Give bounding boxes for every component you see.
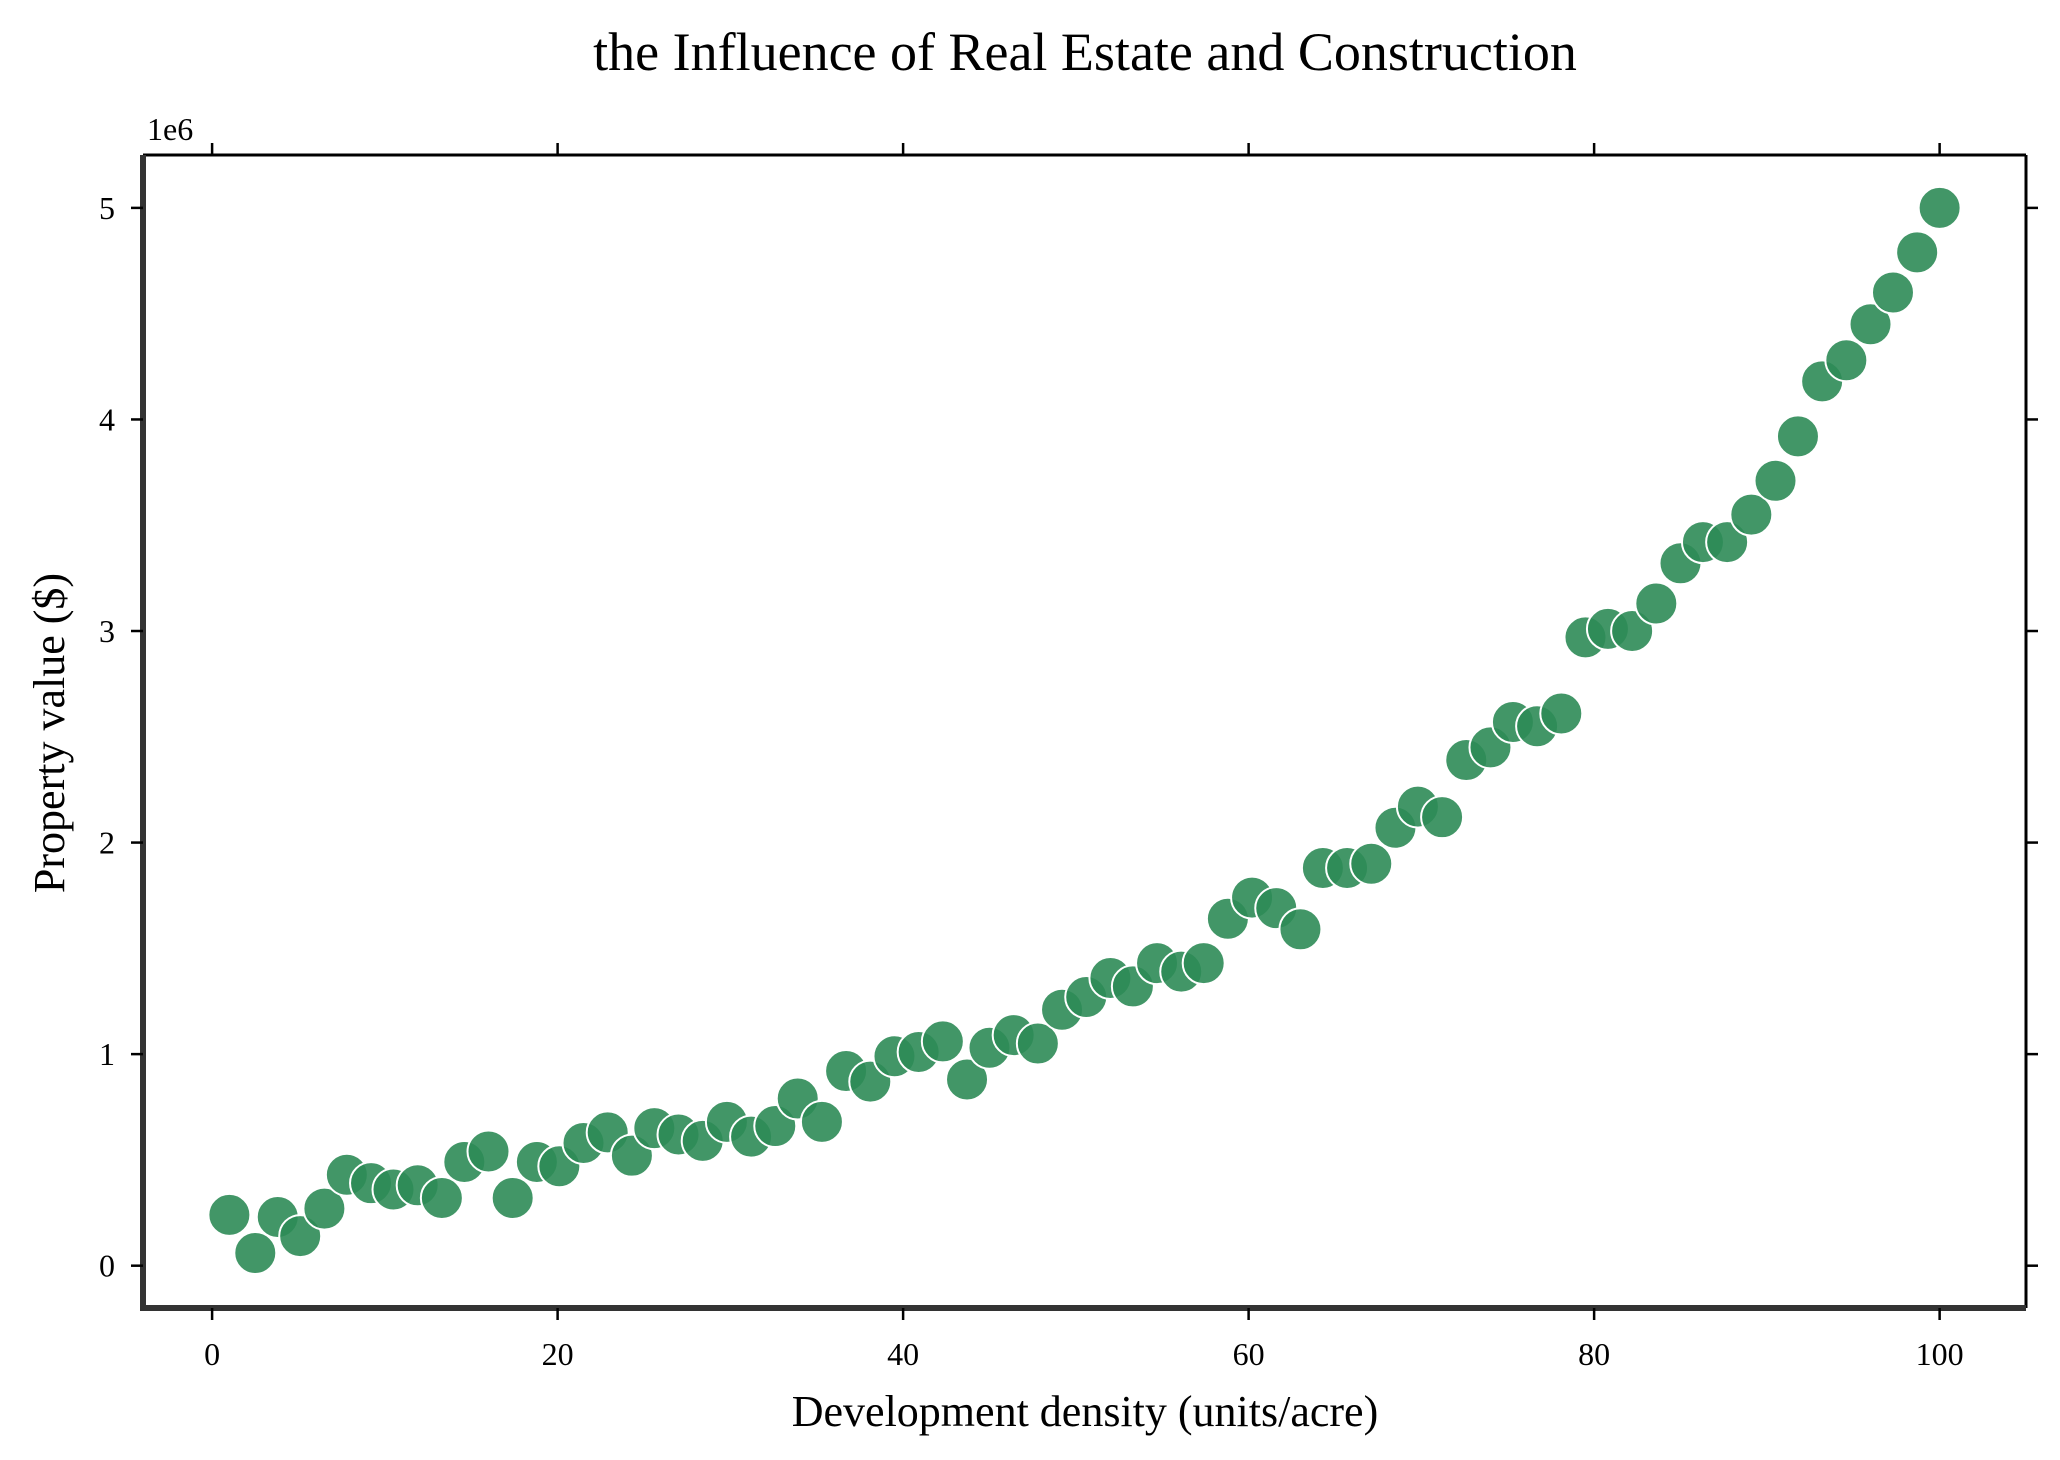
data-point	[1729, 492, 1774, 537]
data-point	[945, 1057, 990, 1102]
data-point	[1824, 338, 1869, 383]
y-tick-label: 5	[99, 190, 115, 226]
data-point	[1870, 270, 1915, 315]
data-point	[1848, 302, 1893, 347]
y-tick-label: 2	[99, 825, 115, 861]
x-tick-label: 60	[1233, 1336, 1265, 1372]
data-point	[1349, 841, 1394, 886]
chart-title: the Influence of Real Estate and Constru…	[593, 22, 1577, 82]
x-axis-label: Development density (units/acre)	[792, 1387, 1378, 1436]
x-tick-label: 0	[204, 1336, 220, 1372]
data-point	[490, 1175, 535, 1220]
x-tick-label: 40	[887, 1336, 919, 1372]
data-point	[419, 1175, 464, 1220]
x-tick-label: 20	[542, 1336, 574, 1372]
data-point	[1181, 941, 1226, 986]
data-point	[233, 1230, 278, 1275]
data-point	[1895, 230, 1940, 275]
data-point	[207, 1192, 252, 1237]
data-point	[302, 1186, 347, 1231]
y-tick-label: 4	[99, 401, 115, 437]
data-point	[1753, 458, 1798, 503]
y-tick-label: 3	[99, 613, 115, 649]
x-tick-label: 80	[1578, 1336, 1610, 1372]
data-point	[1539, 691, 1584, 736]
y-tick-label: 0	[99, 1248, 115, 1284]
data-point	[920, 1019, 965, 1064]
data-point	[799, 1099, 844, 1144]
data-point	[1775, 414, 1820, 459]
data-point	[1917, 185, 1962, 230]
data-point	[466, 1129, 511, 1174]
plot-area: 0 20 40 60 80 100 0 1 2 3 4 5	[99, 143, 2038, 1372]
data-point	[1278, 907, 1323, 952]
y-offset-label: 1e6	[147, 111, 193, 147]
x-tick-label: 100	[1916, 1336, 1964, 1372]
y-axis-label: Property value ($)	[25, 573, 74, 893]
data-point	[1015, 1021, 1060, 1066]
y-tick-label: 1	[99, 1036, 115, 1072]
data-point	[1420, 795, 1465, 840]
data-point	[1634, 581, 1679, 626]
